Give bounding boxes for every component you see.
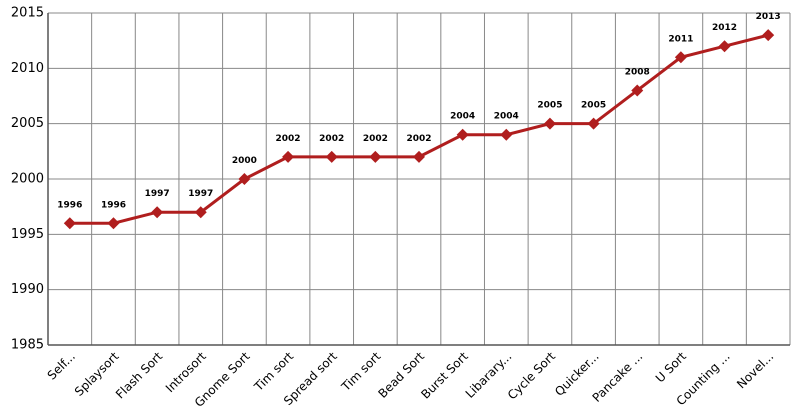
- line: [69, 33, 769, 225]
- point: [456, 128, 469, 141]
- data-label: 1997: [145, 189, 170, 199]
- x-tick-label: Novel...: [734, 349, 776, 391]
- point: [413, 150, 425, 163]
- x-tick-label: Self...: [45, 349, 78, 382]
- data-label: 2012: [712, 23, 737, 33]
- point: [500, 128, 513, 141]
- x-tick-label: U Sort: [653, 349, 689, 385]
- point: [674, 51, 687, 64]
- point: [631, 84, 644, 97]
- y-tick-label: 2005: [11, 116, 44, 131]
- data-label: 2005: [581, 101, 606, 111]
- y-tick-label: 1985: [11, 338, 44, 353]
- point: [762, 29, 775, 42]
- data-label: 2002: [319, 134, 344, 144]
- y-tick-label: 2010: [11, 61, 44, 76]
- point: [63, 217, 76, 230]
- data-label: 1996: [57, 200, 82, 210]
- data-label: 1996: [101, 200, 126, 210]
- point: [325, 150, 338, 163]
- data-label: 2004: [450, 112, 475, 122]
- point: [194, 206, 207, 219]
- point: [369, 150, 382, 163]
- y-tick-label: 2015: [11, 6, 44, 21]
- x-tick-label: Burst Sort: [418, 349, 471, 402]
- data-label: 2002: [406, 134, 431, 144]
- data-label: 2004: [494, 112, 519, 122]
- data-label: 2002: [363, 134, 388, 144]
- x-tick-label: Tim sort: [338, 349, 383, 394]
- x-tick-label: Flash Sort: [113, 349, 165, 401]
- x-tick-label: Tim sort: [251, 349, 296, 394]
- data-label: 2013: [756, 12, 781, 22]
- point: [718, 40, 731, 53]
- x-tick-label: Cycle Sort: [505, 349, 558, 402]
- point: [587, 117, 600, 130]
- data-label: 2000: [232, 156, 257, 166]
- point: [282, 150, 295, 163]
- data-label: 2011: [668, 34, 693, 44]
- data-label: 2008: [625, 67, 650, 77]
- data-label: 1997: [188, 189, 213, 199]
- data-label: 2002: [276, 134, 301, 144]
- y-tick-label: 2000: [11, 172, 44, 187]
- y-tick-label: 1995: [11, 227, 44, 242]
- point: [238, 173, 251, 185]
- y-tick-label: 1990: [11, 282, 44, 297]
- point: [151, 206, 164, 219]
- point: [107, 217, 120, 230]
- point: [543, 117, 556, 130]
- data-label: 2005: [537, 101, 562, 111]
